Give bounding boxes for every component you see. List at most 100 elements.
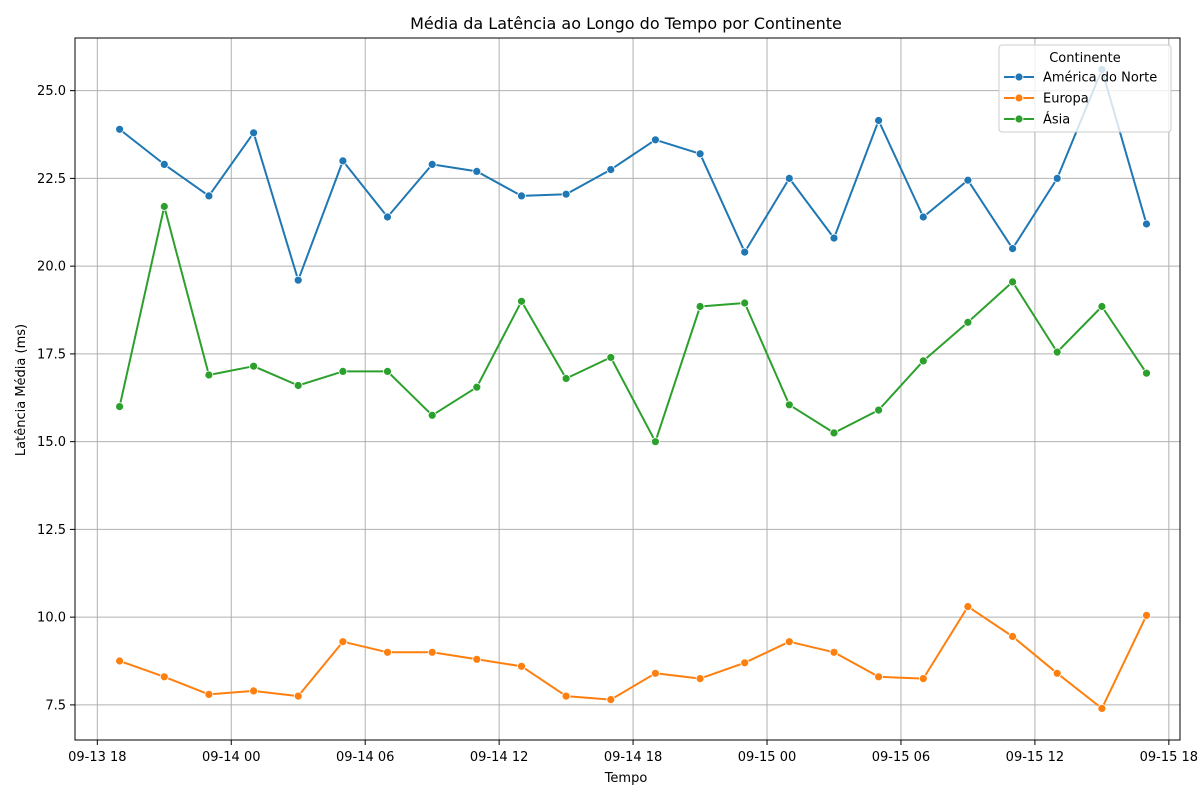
data-point	[740, 658, 750, 668]
data-point	[695, 674, 705, 683]
data-point	[383, 212, 392, 222]
data-point	[651, 668, 660, 678]
data-point	[561, 189, 571, 199]
data-point	[204, 690, 214, 699]
legend-box	[998, 44, 1172, 133]
data-point	[740, 247, 750, 257]
data-point	[517, 661, 526, 671]
data-point	[963, 317, 973, 327]
data-point	[338, 156, 348, 166]
data-point	[472, 166, 482, 176]
data-point	[249, 128, 259, 138]
x-tick-label: 09-13 18	[68, 750, 126, 765]
data-point	[204, 370, 214, 380]
data-point	[695, 149, 705, 159]
series-3	[115, 202, 1151, 447]
data-point	[115, 656, 124, 666]
x-tick-label: 09-14 12	[470, 750, 528, 765]
series-line	[119, 605, 1148, 710]
data-point	[204, 191, 214, 201]
series-line	[118, 68, 1148, 282]
data-point	[472, 654, 482, 664]
data-point	[874, 405, 883, 415]
legend-item: Europa	[1004, 92, 1089, 107]
legend-label: América do Norte	[1043, 71, 1157, 86]
data-point	[293, 381, 303, 390]
data-point	[1142, 611, 1151, 620]
legend: Continente América do Norte Europa Ásia	[998, 44, 1172, 133]
data-point	[784, 400, 794, 410]
x-tick-label: 09-15 00	[738, 750, 796, 765]
data-point	[427, 410, 437, 420]
data-point	[963, 602, 973, 611]
series-2	[115, 602, 1151, 713]
x-tick-label: 09-14 00	[202, 750, 260, 765]
data-point	[517, 296, 526, 306]
legend-title: Continente	[1049, 51, 1121, 66]
data-point	[338, 637, 348, 647]
data-point	[159, 159, 169, 169]
data-point	[829, 233, 839, 243]
data-point	[1052, 347, 1062, 357]
series-layer	[115, 65, 1151, 713]
x-axis-ticks: 09-13 18 09-14 00 09-14 06 09-14 12 09-14 18…	[68, 740, 1198, 765]
data-point	[383, 366, 392, 376]
data-point	[383, 647, 392, 657]
legend-swatch-marker	[1014, 72, 1024, 82]
legend-swatch-marker	[1014, 114, 1024, 124]
y-tick-label: 22.5	[37, 172, 66, 187]
data-point	[784, 173, 794, 183]
x-axis-label: Tempo	[604, 771, 648, 786]
data-point	[874, 116, 883, 125]
y-tick-label: 17.5	[37, 347, 66, 362]
y-tick-label: 15.0	[37, 435, 66, 450]
legend-label: Ásia	[1043, 112, 1070, 128]
x-tick-label: 09-15 18	[1140, 750, 1198, 765]
data-point	[472, 382, 482, 392]
data-point	[963, 175, 973, 185]
legend-label: Europa	[1043, 92, 1089, 107]
data-point	[1097, 302, 1107, 311]
data-point	[1097, 704, 1107, 713]
x-tick-label: 09-15 06	[872, 750, 930, 765]
data-point	[651, 437, 660, 447]
data-point	[606, 695, 616, 704]
data-point	[1052, 173, 1062, 183]
data-point	[249, 361, 259, 371]
data-point	[606, 352, 616, 362]
data-point	[651, 135, 660, 145]
data-point	[427, 159, 437, 169]
plot-frame	[74, 37, 1181, 741]
data-point	[1008, 632, 1017, 641]
data-point	[1052, 668, 1062, 678]
data-point	[1142, 368, 1151, 378]
data-point	[606, 165, 616, 175]
data-point	[293, 691, 303, 701]
y-tick-label: 20.0	[37, 260, 66, 275]
data-point	[829, 647, 839, 657]
x-tick-label: 09-15 12	[1006, 750, 1064, 765]
data-point	[918, 674, 928, 683]
data-point	[293, 275, 303, 285]
data-point	[115, 402, 124, 412]
x-tick-label: 09-14 18	[604, 750, 662, 765]
data-point	[1008, 244, 1017, 254]
data-point	[159, 672, 169, 682]
data-point	[918, 356, 928, 366]
data-point	[517, 191, 526, 201]
x-tick-label: 09-14 06	[336, 750, 394, 765]
data-point	[1008, 277, 1017, 287]
data-point	[918, 212, 928, 222]
y-axis-ticks: 7.5 10.0 12.5 15.0 17.5 20.0 22.5 25.0	[37, 84, 75, 713]
legend-swatch-marker	[1014, 93, 1024, 103]
data-point	[740, 298, 750, 308]
data-point	[338, 366, 348, 376]
series-1	[115, 65, 1151, 285]
y-tick-label: 25.0	[37, 84, 66, 99]
y-tick-label: 12.5	[37, 523, 66, 538]
data-point	[1142, 219, 1151, 229]
y-axis-label: Latência Média (ms)	[14, 324, 29, 456]
data-point	[874, 672, 883, 682]
legend-item: América do Norte	[1004, 71, 1157, 86]
